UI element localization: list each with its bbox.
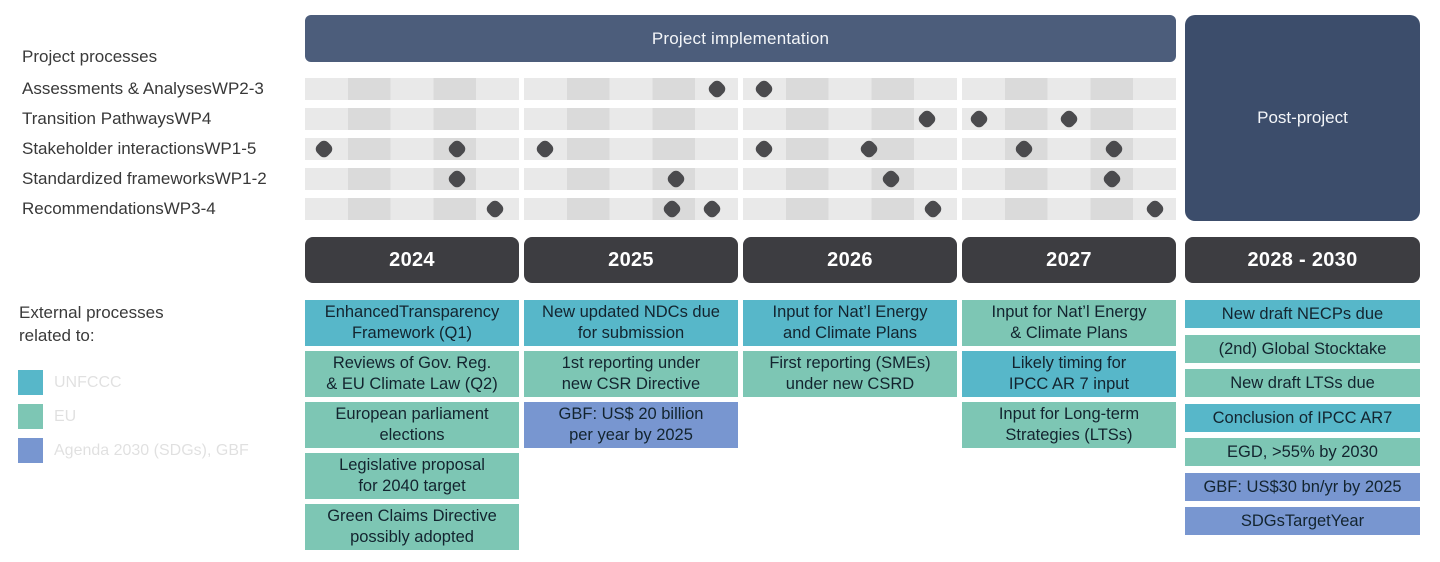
year-header-2027: 2027 [962,237,1176,283]
process-row-label: Assessments & Analyses WP2-3 [22,78,264,100]
legend-label: Agenda 2030 (SDGs), GBF [54,441,249,459]
external-column-2028-2030: New draft NECPs due (2nd) Global Stocktak… [1185,300,1420,542]
external-column-2027: Input for Nat’l Energy & Climate Plans Li… [962,300,1176,453]
external-process-box: Conclusion of IPCC AR7 [1185,403,1420,432]
external-process-box: 1st reporting under new CSR Directive [524,351,738,397]
external-process-box: (2nd) Global Stocktake [1185,334,1420,363]
process-bar [305,108,519,130]
milestone-dot [1103,138,1125,160]
work-package-tag: WP1-2 [214,169,267,188]
external-column-2025: New updated NDCs due for submission 1st r… [524,300,738,453]
process-bar [524,78,738,100]
milestone-dot [753,78,775,100]
external-process-box: Legislative proposal for 2040 target [305,453,519,499]
external-process-box: Green Claims Directive possibly adopted [305,504,519,550]
external-process-box: GBF: US$30 bn/yr by 2025 [1185,472,1420,501]
work-package-tag: WP3-4 [163,199,216,218]
external-process-box: EGD, >55% by 2030 [1185,438,1420,466]
process-name: Assessments & Analyses [22,79,212,98]
milestone-dot [922,198,945,220]
external-process-box: EnhancedTransparency Framework (Q1) [305,300,519,346]
year-header-2026: 2026 [743,237,957,283]
external-process-box: First reporting (SMEs) under new CSRD [743,351,957,397]
process-bar [524,198,738,220]
process-bar [962,108,1176,130]
milestone-dot [534,138,556,160]
process-name: Stakeholder interactions [22,139,205,158]
year-header-2028-2030: 2028 - 2030 [1185,237,1420,283]
project-processes-heading: Project processes [22,47,158,66]
legend-label: EU [54,407,77,425]
milestone-dot [446,168,468,190]
process-bar [743,168,957,190]
process-bar [962,138,1176,160]
external-process-box: Input for Long-term Strategies (LTSs) [962,402,1176,448]
external-process-box: New draft LTSs due [1185,369,1420,397]
legend-swatch-blue [18,438,43,463]
milestone-dot [446,138,468,160]
external-process-box: New updated NDCs due for submission [524,300,738,346]
external-process-box: European parliament elections [305,402,519,448]
process-bar [305,198,519,220]
project-implementation-bar: Project implementation [305,15,1176,62]
process-bar [743,198,957,220]
external-process-box: GBF: US$ 20 billion per year by 2025 [524,402,738,448]
milestone-dot [665,168,687,190]
process-row-label: Stakeholder interactions WP1-5 [22,138,256,160]
year-header-2025: 2025 [524,237,738,283]
year-header-2024: 2024 [305,237,519,283]
milestone-dot [1013,138,1035,160]
milestone-dot [484,198,507,220]
process-name: Standardized frameworks [22,169,215,188]
process-row-label: Recommendations WP3-4 [22,198,216,220]
external-process-box: Input for Nat’l Energy and Climate Plans [743,300,957,346]
milestone-dot [1058,108,1080,130]
project-implementation-label: Project implementation [651,28,830,48]
work-package-tag: WP1-5 [204,139,257,158]
milestone-dot [313,138,335,160]
external-process-box: Likely timing for IPCC AR 7 input [962,351,1176,397]
external-process-box: SDGsTargetYear [1185,507,1420,535]
process-bar [962,198,1176,220]
work-package-tag: WP4 [174,109,212,128]
external-process-box: Reviews of Gov. Reg. & EU Climate Law (Q… [305,351,519,397]
legend-swatch-teal [18,370,43,395]
milestone-dot [1143,198,1166,220]
milestone-dot [753,138,775,160]
process-name: Recommendations [22,199,164,218]
legend-label: UNFCCC [54,373,122,391]
milestone-dot [858,138,880,160]
external-processes-heading: External processes related to: [19,303,164,345]
process-bar [305,138,519,160]
process-bar [743,108,957,130]
milestone-dot [968,108,990,130]
milestone-dot [916,108,938,130]
external-column-2024: EnhancedTransparency Framework (Q1) Revie… [305,300,519,555]
process-bar [524,138,738,160]
process-row-label: Standardized frameworks WP1-2 [22,168,267,190]
milestone-dot [661,198,683,220]
process-bar [305,78,519,100]
milestone-dot [705,78,728,100]
external-process-box: New draft NECPs due [1185,300,1420,328]
external-process-box: Input for Nat’l Energy & Climate Plans [962,300,1176,346]
milestone-dot [701,198,723,220]
process-bar [743,78,957,100]
process-bar [524,108,738,130]
legend-swatch-green [18,404,43,429]
milestone-dot [880,168,902,190]
post-project-box: Post-project [1185,15,1420,221]
process-row-label: Transition Pathways WP4 [22,108,211,130]
process-bar [524,168,738,190]
process-bar [743,138,957,160]
post-project-label: Post-project [1257,108,1348,127]
process-bar [305,168,519,190]
milestone-dot [1101,168,1123,190]
process-bar [962,168,1176,190]
process-name: Transition Pathways [22,109,175,128]
work-package-tag: WP2-3 [211,79,264,98]
external-column-2026: Input for Nat’l Energy and Climate Plans… [743,300,957,402]
process-bar [962,78,1176,100]
